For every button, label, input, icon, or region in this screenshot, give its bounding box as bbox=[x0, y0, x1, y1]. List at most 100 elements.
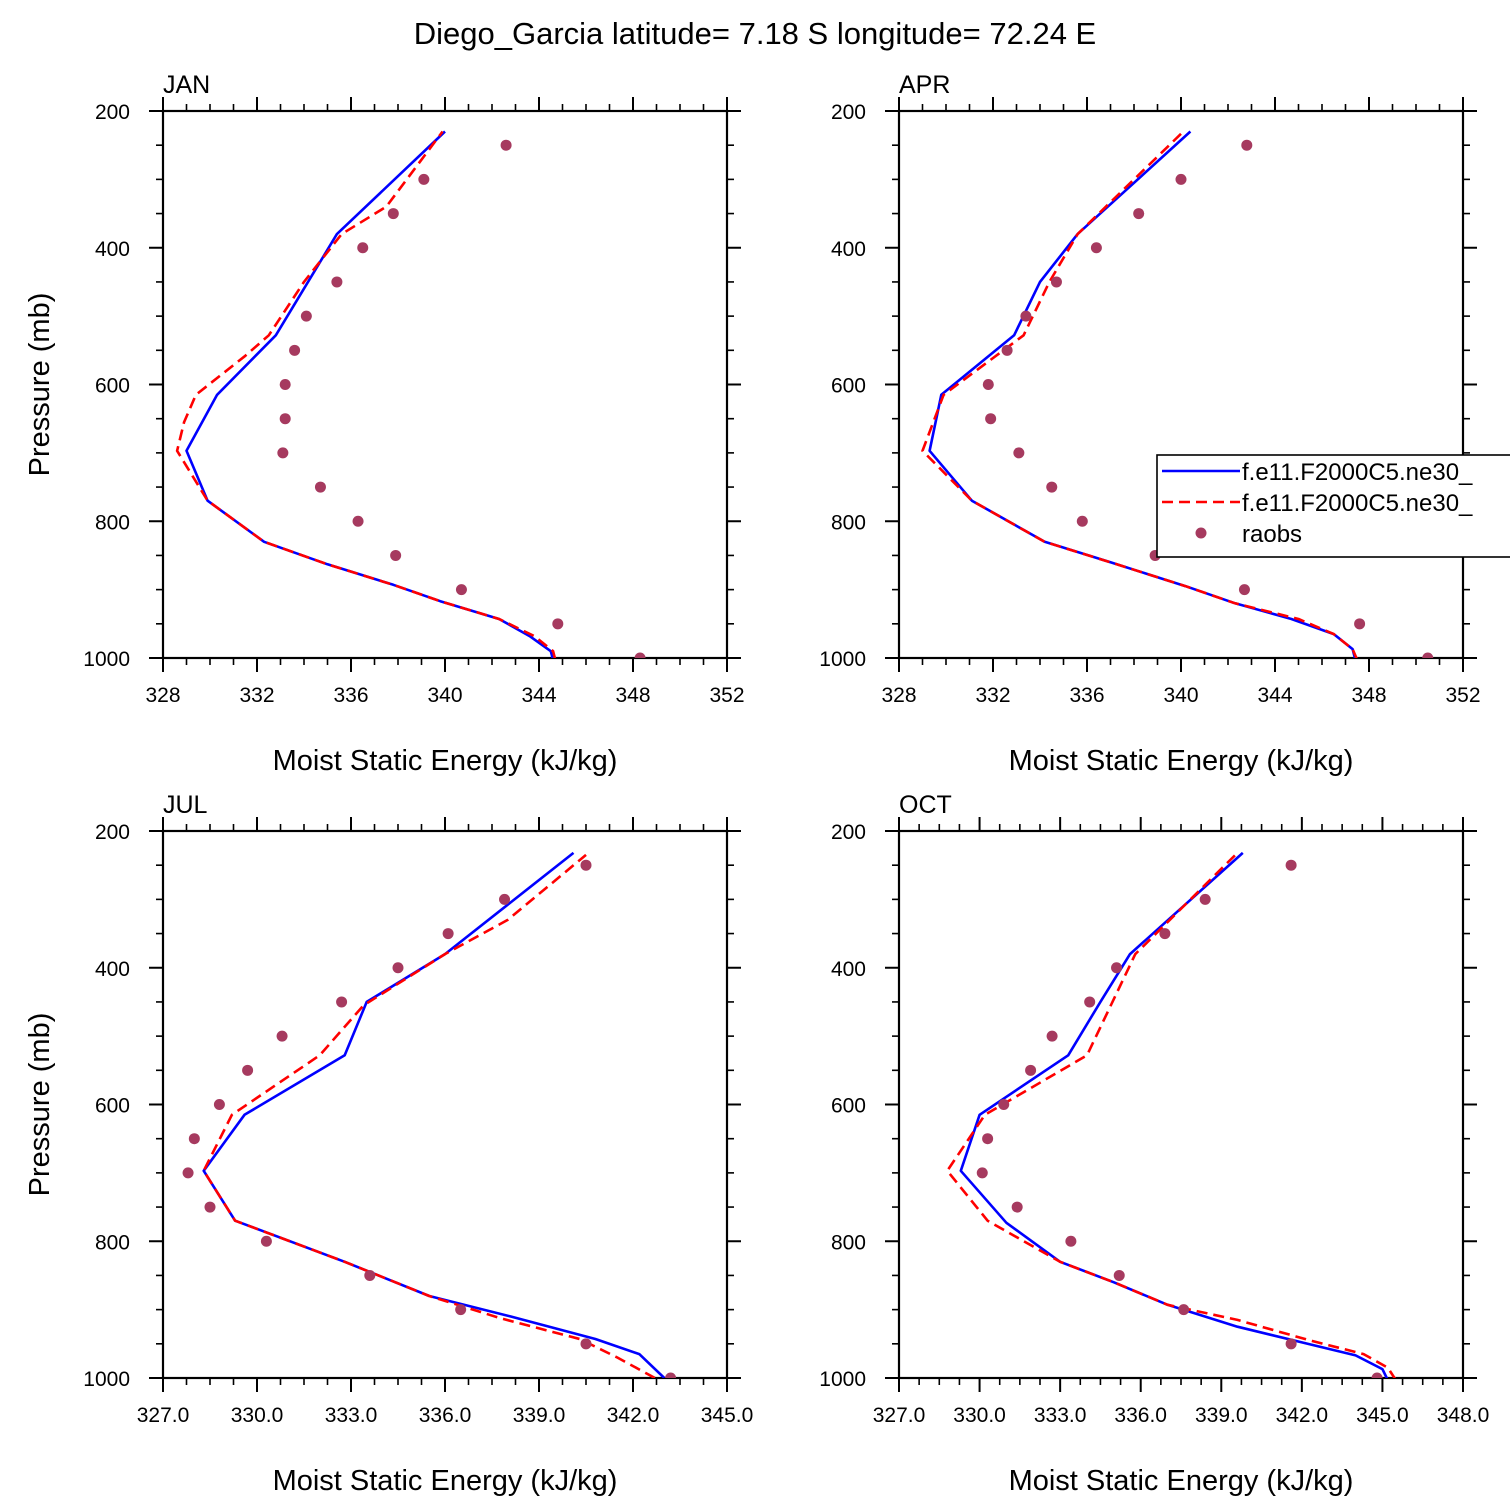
x-axis-label: Moist Static Energy (kJ/kg) bbox=[273, 1465, 618, 1497]
raobs-point bbox=[390, 549, 402, 561]
x-tick-label: 342.0 bbox=[1276, 1404, 1329, 1427]
raobs-point bbox=[289, 344, 301, 356]
legend-label: f.e11.F2000C5.ne30_ bbox=[1242, 490, 1473, 517]
y-tick-label: 1000 bbox=[83, 648, 130, 671]
raobs-point bbox=[279, 379, 291, 390]
raobs-point bbox=[276, 1030, 288, 1042]
x-tick-label: 333.0 bbox=[1034, 1404, 1087, 1427]
raobs-point bbox=[500, 139, 512, 151]
raobs-point bbox=[1113, 1269, 1125, 1281]
plot-frame bbox=[897, 829, 1465, 1380]
y-tick-label: 400 bbox=[95, 238, 130, 261]
raobs-point bbox=[1065, 1235, 1077, 1247]
raobs-point bbox=[357, 242, 369, 254]
y-tick-label: 200 bbox=[831, 821, 866, 844]
x-tick-label: 345.0 bbox=[701, 1404, 754, 1427]
x-tick-label: 352 bbox=[709, 684, 744, 707]
series-group bbox=[175, 130, 646, 658]
raobs-point bbox=[455, 584, 467, 596]
x-tick-label: 333.0 bbox=[325, 1404, 378, 1427]
raobs-point bbox=[1050, 276, 1062, 288]
raobs-point bbox=[1422, 652, 1434, 658]
raobs-point bbox=[580, 1338, 592, 1350]
legend-label: f.e11.F2000C5.ne30_ bbox=[1242, 459, 1473, 486]
y-tick-label: 600 bbox=[831, 375, 866, 398]
x-axis-label: Moist Static Energy (kJ/kg) bbox=[1009, 1465, 1354, 1497]
y-tick-label: 1000 bbox=[819, 648, 866, 671]
x-tick-label: 342.0 bbox=[607, 1404, 660, 1427]
x-tick-label: 336 bbox=[333, 684, 368, 707]
x-tick-label: 327.0 bbox=[873, 1404, 926, 1427]
x-tick-label: 336.0 bbox=[1114, 1404, 1167, 1427]
model-line-solid bbox=[928, 130, 1357, 658]
legend-marker-raobs bbox=[1195, 527, 1207, 539]
y-tick-label: 1000 bbox=[83, 1368, 130, 1391]
x-tick-label: 352 bbox=[1445, 684, 1480, 707]
x-tick-label: 340 bbox=[1163, 684, 1198, 707]
model-line-solid bbox=[202, 851, 666, 1378]
raobs-point bbox=[279, 413, 291, 425]
raobs-point bbox=[314, 481, 326, 493]
y-tick-label: 400 bbox=[831, 958, 866, 981]
raobs-point bbox=[213, 1099, 225, 1110]
x-tick-label: 332 bbox=[975, 684, 1010, 707]
raobs-point bbox=[331, 276, 343, 288]
raobs-point bbox=[499, 893, 511, 905]
x-tick-label: 344 bbox=[1257, 684, 1292, 707]
model-line-dashed bbox=[945, 851, 1397, 1378]
raobs-point bbox=[1090, 242, 1102, 254]
raobs-point bbox=[242, 1064, 254, 1076]
y-tick-label: 600 bbox=[95, 375, 130, 398]
panel-oct: 327.0 330.0 333.0 336.0 339.0 342.0 345.0 348.0… bbox=[819, 791, 1489, 1497]
raobs-point bbox=[277, 447, 289, 459]
raobs-point bbox=[982, 1133, 994, 1145]
raobs-point bbox=[442, 928, 454, 940]
y-tick-label: 800 bbox=[831, 511, 866, 534]
x-tick-label: 330.0 bbox=[231, 1404, 284, 1427]
y-tick-label: 800 bbox=[831, 1231, 866, 1254]
x-tick-label: 336 bbox=[1069, 684, 1104, 707]
panel-apr: 328 332 336 340 344 348 352 200 400 600 800 1000 APR… bbox=[819, 71, 1480, 777]
raobs-point bbox=[1159, 928, 1171, 940]
y-tick-label: 600 bbox=[95, 1095, 130, 1118]
raobs-point bbox=[665, 1372, 677, 1378]
series-group bbox=[182, 851, 677, 1378]
y-tick-label: 400 bbox=[831, 238, 866, 261]
raobs-point bbox=[1371, 1372, 1383, 1378]
x-tick-label: 339.0 bbox=[513, 1404, 566, 1427]
y-axis-label: Pressure (mb) bbox=[24, 293, 56, 477]
raobs-point bbox=[998, 1099, 1010, 1110]
x-tick-label: 348 bbox=[615, 684, 650, 707]
x-tick-label: 348 bbox=[1351, 684, 1386, 707]
raobs-point bbox=[300, 310, 312, 322]
raobs-point bbox=[352, 515, 364, 527]
y-tick-label: 200 bbox=[95, 101, 130, 124]
raobs-point bbox=[188, 1133, 200, 1145]
legend-label: raobs bbox=[1242, 521, 1302, 548]
x-tick-label: 344 bbox=[521, 684, 556, 707]
series-group bbox=[945, 851, 1397, 1378]
y-axis-label: Pressure (mb) bbox=[24, 1013, 56, 1197]
raobs-point bbox=[1001, 344, 1013, 356]
panel-title: JAN bbox=[163, 71, 210, 99]
raobs-point bbox=[392, 962, 404, 974]
legend: f.e11.F2000C5.ne30_ f.e11.F2000C5.ne30_ra… bbox=[1156, 454, 1510, 558]
x-tick-label: 330.0 bbox=[953, 1404, 1006, 1427]
x-tick-label: 336.0 bbox=[419, 1404, 472, 1427]
x-tick-label: 345.0 bbox=[1356, 1404, 1409, 1427]
raobs-point bbox=[1285, 859, 1297, 871]
y-tick-label: 1000 bbox=[819, 1368, 866, 1391]
figure-title: Diego_Garcia latitude= 7.18 S longitude=… bbox=[414, 16, 1096, 51]
x-tick-label: 328 bbox=[145, 684, 180, 707]
model-line-solid bbox=[959, 851, 1389, 1378]
raobs-point bbox=[580, 859, 592, 871]
raobs-point bbox=[1111, 962, 1123, 974]
raobs-point bbox=[1046, 1030, 1058, 1042]
raobs-point bbox=[336, 996, 348, 1008]
y-tick-label: 400 bbox=[95, 958, 130, 981]
raobs-point bbox=[1175, 173, 1187, 185]
panel-jan: 328 332 336 340 344 348 352 200 400 600 800 1000 JAN… bbox=[24, 71, 745, 777]
y-tick-label: 200 bbox=[831, 101, 866, 124]
raobs-point bbox=[634, 652, 646, 658]
y-tick-label: 800 bbox=[95, 1231, 130, 1254]
